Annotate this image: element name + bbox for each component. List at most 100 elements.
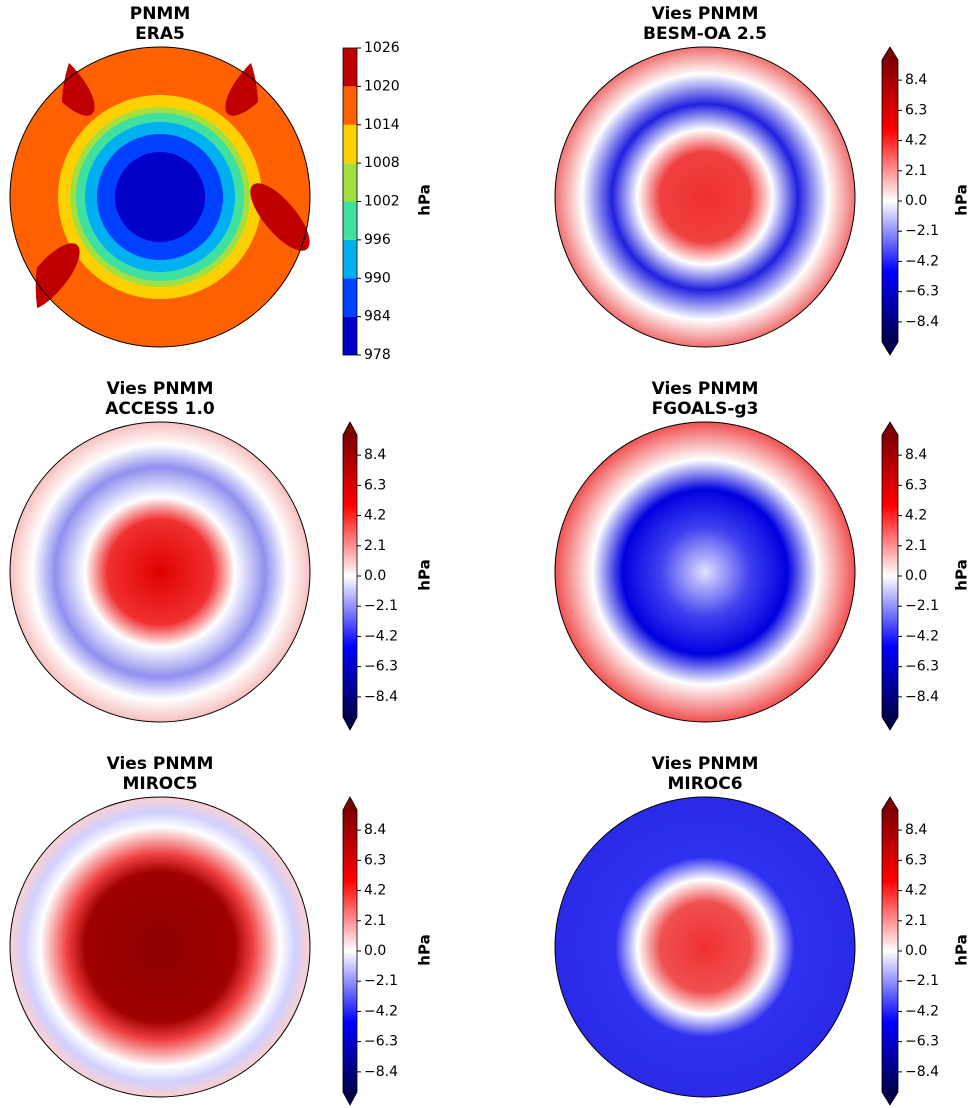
panel-title: BESM-OA 2.5 [643, 24, 767, 44]
panel-title: Vies PNMM [107, 379, 214, 399]
colorbar-extend [343, 717, 357, 730]
colorbar-tick-label: −6.3 [364, 1034, 398, 1050]
colorbar-tick-label: 4.2 [364, 883, 386, 899]
colorbar-tick-label: −6.3 [905, 659, 939, 675]
map-field [555, 422, 855, 722]
panel-title: ERA5 [135, 24, 185, 44]
colorbar-tick-label: 1008 [364, 155, 400, 171]
colorbar-tick-label: 8.4 [905, 72, 927, 88]
colorbar-extend [882, 47, 898, 60]
colorbar [882, 810, 898, 1092]
colorbar-tick-label: −4.2 [905, 253, 939, 269]
colorbar-tick-label: 2.1 [364, 913, 386, 929]
colorbar-tick-label: −2.1 [905, 223, 939, 239]
colorbar-segment [343, 163, 357, 201]
colorbar-tick-label: 0.0 [905, 943, 927, 959]
colorbar-tick-label: 978 [364, 347, 391, 363]
panel-title: PNMM [130, 4, 191, 24]
colorbar-extend [882, 1092, 898, 1105]
colorbar-tick-label: −4.2 [364, 1003, 398, 1019]
colorbar-tick-label: −2.1 [905, 973, 939, 989]
colorbar-tick-label: −2.1 [905, 598, 939, 614]
colorbar-tick-label: 2.1 [905, 538, 927, 554]
colorbar-extend [343, 797, 357, 810]
map-field [555, 47, 855, 347]
colorbar-tick-label: −6.3 [905, 284, 939, 300]
panel-title: Vies PNMM [652, 4, 759, 24]
colorbar-tick-label: −8.4 [905, 1064, 939, 1080]
colorbar [882, 435, 898, 717]
colorbar-segment [343, 317, 357, 355]
colorbar-tick-label: 6.3 [364, 852, 386, 868]
panel-title: MIROC5 [122, 774, 197, 794]
colorbar-tick-label: 4.2 [905, 508, 927, 524]
colorbar-tick-label: 996 [364, 232, 391, 248]
colorbar-tick-label: −4.2 [905, 628, 939, 644]
panel-title: ACCESS 1.0 [105, 399, 215, 419]
colorbar-segment [343, 278, 357, 316]
panel-title: MIROC6 [667, 774, 742, 794]
panel: Vies PNMMMIROC5−8.4−6.3−4.2−2.10.02.14.2… [10, 754, 434, 1105]
colorbar-tick-label: −6.3 [364, 659, 398, 675]
colorbar-tick-label: −4.2 [905, 1003, 939, 1019]
colorbar-tick-label: 4.2 [905, 883, 927, 899]
map-field [10, 797, 310, 1097]
map-field [10, 422, 310, 722]
panel-title: Vies PNMM [652, 754, 759, 774]
colorbar-extend [882, 717, 898, 730]
colorbar-tick-label: 4.2 [905, 133, 927, 149]
colorbar-tick-label: 8.4 [905, 822, 927, 838]
colorbar-label: hPa [416, 184, 434, 215]
colorbar-tick-label: −8.4 [905, 314, 939, 330]
colorbar-tick-label: 1002 [364, 194, 400, 210]
colorbar-tick-label: 0.0 [905, 568, 927, 584]
colorbar-tick-label: 8.4 [364, 447, 386, 463]
colorbar-tick-label: −8.4 [905, 689, 939, 705]
colorbar-tick-label: 4.2 [364, 508, 386, 524]
colorbar-tick-label: 2.1 [905, 163, 927, 179]
colorbar-label: hPa [953, 934, 971, 965]
panel: Vies PNMMACCESS 1.0 −8.4 −6.3 −4.2 −2.1 0.0 2.… [10, 379, 434, 730]
colorbar-tick-label: 2.1 [364, 538, 386, 554]
colorbar-segment [343, 240, 357, 278]
colorbar-tick-label: −8.4 [364, 689, 398, 705]
colorbar-tick-label: −2.1 [364, 598, 398, 614]
panel: Vies PNMMFGOALS-g3−8.4−6.3−4.2−2.10.02.1… [555, 379, 971, 730]
colorbar-tick-label: −4.2 [364, 628, 398, 644]
panel-title: Vies PNMM [107, 754, 214, 774]
colorbar-segment [343, 202, 357, 240]
colorbar-label: hPa [953, 184, 971, 215]
colorbar-tick-label: 2.1 [905, 913, 927, 929]
colorbar-extend [882, 797, 898, 810]
map-field [555, 797, 855, 1097]
colorbar-tick-label: 6.3 [905, 852, 927, 868]
colorbar-segment [343, 48, 357, 86]
colorbar-extend [882, 422, 898, 435]
colorbar-tick-label: 1020 [364, 78, 400, 94]
colorbar-label: hPa [953, 559, 971, 590]
colorbar-tick-label: 6.3 [905, 477, 927, 493]
colorbar [343, 810, 357, 1092]
colorbar-tick-label: 6.3 [905, 102, 927, 118]
colorbar-tick-label: 1026 [364, 40, 400, 56]
colorbar-tick-label: 984 [364, 309, 391, 325]
colorbar-tick-label: 6.3 [364, 477, 386, 493]
panel-title: Vies PNMM [652, 379, 759, 399]
colorbar-label: hPa [416, 559, 434, 590]
colorbar-tick-label: 8.4 [364, 822, 386, 838]
colorbar-tick-label: −2.1 [364, 973, 398, 989]
colorbar-tick-label: −6.3 [905, 1034, 939, 1050]
colorbar [882, 60, 898, 342]
colorbar-extend [882, 342, 898, 355]
colorbar-tick-label: 0.0 [364, 943, 386, 959]
colorbar-tick-label: 990 [364, 270, 391, 286]
colorbar-tick-label: 1014 [364, 117, 400, 133]
colorbar-segment [343, 86, 357, 124]
colorbar-tick-label: 0.0 [905, 193, 927, 209]
colorbar-tick-label: 0.0 [364, 568, 386, 584]
colorbar-tick-label: 8.4 [905, 447, 927, 463]
colorbar-segment [343, 125, 357, 163]
